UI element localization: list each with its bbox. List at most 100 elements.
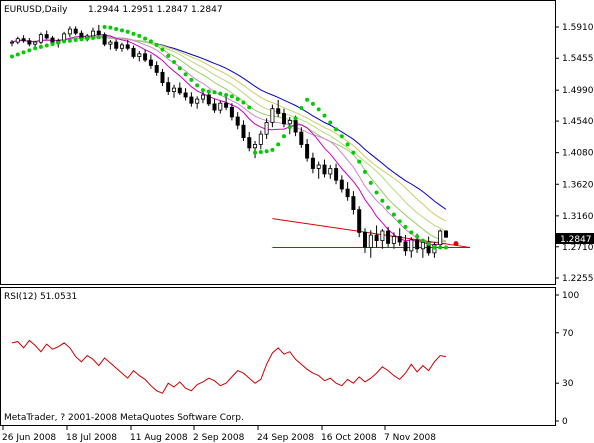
time-axis-label: 2 Sep 2008 — [193, 433, 245, 443]
sar-dot — [27, 48, 32, 53]
candle-body — [334, 168, 339, 181]
sar-dot — [148, 39, 153, 44]
sar-dot — [33, 46, 38, 51]
sar-dot — [287, 125, 292, 130]
time-axis-label: 11 Aug 2008 — [130, 433, 188, 443]
sar-dot — [247, 105, 252, 110]
candle-body — [276, 108, 281, 114]
sar-dot — [334, 127, 339, 132]
candle-body — [21, 38, 26, 42]
sar-dot — [328, 120, 333, 125]
candle-body — [200, 94, 205, 100]
sar-dot — [125, 29, 130, 34]
candle-body — [391, 236, 396, 244]
price-axis-label: 1.2710 — [562, 243, 594, 253]
sar-dot — [160, 47, 165, 52]
candle-body — [362, 231, 367, 248]
sar-dot — [281, 134, 286, 139]
sar-dot — [85, 36, 90, 41]
sar-dot — [195, 83, 200, 88]
sar-dot — [391, 212, 396, 217]
sar-dot — [172, 60, 177, 65]
candle-body — [114, 41, 119, 49]
sar-dot — [38, 44, 43, 49]
sar-dot — [438, 245, 443, 250]
sar-dot — [420, 238, 425, 243]
sar-dot — [368, 180, 373, 185]
candle-body — [235, 116, 240, 126]
current-price-tag — [556, 233, 594, 244]
candle-body — [120, 44, 125, 49]
candle-body — [96, 30, 101, 35]
candle-body — [183, 92, 188, 98]
candle-body — [305, 143, 310, 159]
candle-body — [310, 157, 315, 169]
candle-body — [206, 94, 211, 105]
sar-dot — [91, 35, 96, 40]
sar-dot — [403, 224, 408, 229]
candle-body — [351, 196, 356, 211]
sar-dot — [362, 169, 367, 174]
sar-dot — [56, 40, 61, 45]
sar-dot — [206, 89, 211, 94]
sar-dot — [10, 54, 14, 59]
sar-dot — [339, 134, 344, 139]
sar-dot — [50, 42, 55, 47]
sar-dot — [235, 97, 240, 102]
candle-body — [9, 41, 14, 44]
sar-dot — [62, 39, 67, 44]
sar-dot — [21, 50, 26, 55]
candle-body — [212, 103, 217, 111]
price-axis-label: 1.4540 — [562, 117, 594, 127]
sar-dot — [154, 42, 159, 47]
time-axis-label: 18 Jul 2008 — [66, 433, 117, 443]
sar-dot — [397, 219, 402, 224]
price-axis-label: 1.3160 — [562, 212, 594, 222]
sar-dot — [143, 36, 148, 41]
sar-dot — [114, 27, 119, 32]
time-axis-label: 7 Nov 2008 — [384, 433, 436, 443]
sar-dot — [258, 149, 263, 154]
sar-dot — [374, 190, 379, 195]
candle-body — [316, 164, 321, 169]
candle-body — [125, 44, 130, 49]
time-axis-label: 24 Sep 2008 — [257, 433, 314, 443]
parabolic-sar-layer — [10, 25, 448, 250]
candle-body — [195, 98, 200, 104]
sar-dot — [345, 142, 350, 147]
candle-body — [438, 230, 443, 246]
rsi-axis-label: 30 — [562, 379, 574, 389]
candle-body — [368, 234, 373, 248]
sar-dot — [299, 106, 304, 111]
sar-dot — [73, 38, 78, 43]
candle-body — [415, 239, 420, 250]
candle-body — [218, 102, 223, 111]
sar-dot — [131, 31, 136, 36]
sar-dot — [432, 245, 437, 250]
sar-dot — [415, 234, 420, 239]
sar-dot — [357, 159, 362, 164]
rsi-header: RSI(12) 51.0531 — [4, 292, 77, 302]
sar-dot — [119, 28, 124, 33]
sar-dot — [177, 66, 182, 71]
sar-dot — [253, 150, 258, 155]
sar-dot — [218, 91, 223, 96]
sar-dot — [183, 72, 188, 77]
rsi-panel-frame[interactable] — [0, 287, 556, 426]
copyright-text: MetaTrader, ? 2001-2008 MetaQuotes Softw… — [4, 413, 244, 423]
candle-body — [131, 47, 136, 57]
sar-dot — [444, 245, 448, 250]
rsi-layer — [11, 339, 447, 394]
candle-body — [247, 137, 252, 149]
sar-dot — [270, 147, 275, 152]
time-axis-label: 16 Oct 2008 — [321, 433, 377, 443]
candle-body — [357, 209, 362, 233]
price-axis-label: 1.5910 — [562, 23, 594, 33]
candle-body — [15, 38, 20, 43]
candle-body — [33, 41, 38, 45]
candle-body — [252, 143, 257, 149]
sar-dot — [96, 35, 101, 40]
candle-body — [345, 188, 350, 198]
